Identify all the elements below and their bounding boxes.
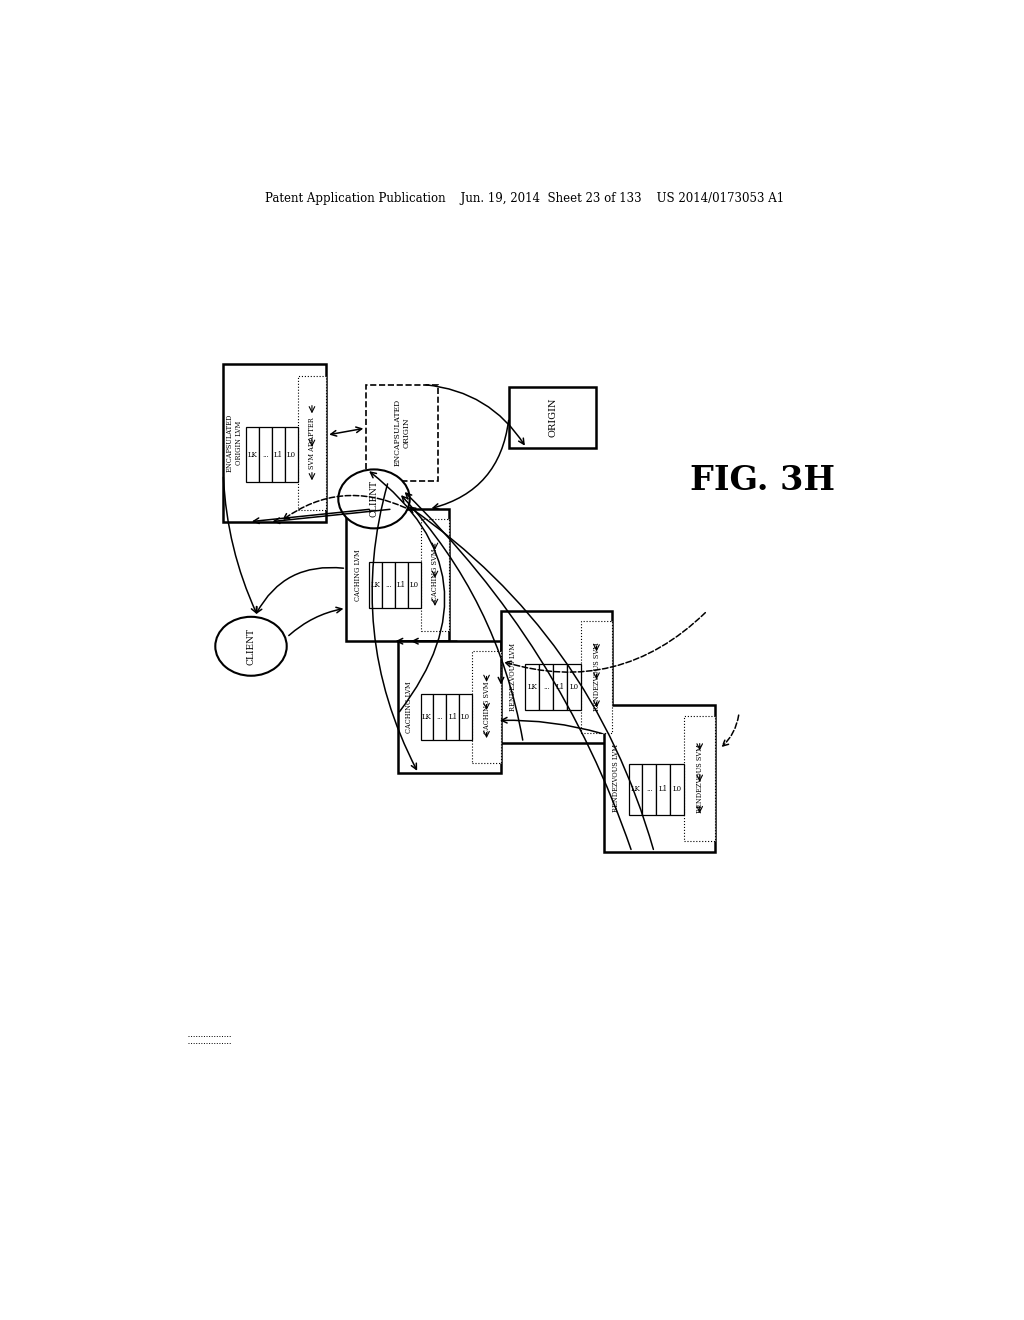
Text: LK: LK xyxy=(631,785,640,793)
Ellipse shape xyxy=(215,616,287,676)
Ellipse shape xyxy=(338,470,410,528)
Bar xyxy=(259,428,271,482)
Text: Patent Application Publication    Jun. 19, 2014  Sheet 23 of 133    US 2014/0173: Patent Application Publication Jun. 19, … xyxy=(265,191,784,205)
Bar xyxy=(408,562,421,609)
Bar xyxy=(684,715,715,841)
Text: ORIGIN: ORIGIN xyxy=(548,397,557,437)
Bar xyxy=(346,510,450,642)
Text: RENDEZVOUS LVM: RENDEZVOUS LVM xyxy=(509,643,517,710)
Text: CLIENT: CLIENT xyxy=(370,480,379,517)
Bar xyxy=(501,611,612,743)
Bar xyxy=(459,694,472,741)
Text: L1: L1 xyxy=(449,713,458,721)
Text: LK: LK xyxy=(248,451,257,459)
Text: LK: LK xyxy=(422,713,432,721)
Text: ENCAPSULATED
ORIGIN: ENCAPSULATED ORIGIN xyxy=(393,399,411,466)
Bar xyxy=(223,364,327,521)
Text: ...: ... xyxy=(436,713,443,721)
Bar xyxy=(421,519,450,631)
Text: RENDEZVOUS SVM: RENDEZVOUS SVM xyxy=(593,643,600,711)
Text: L1: L1 xyxy=(273,451,283,459)
Text: L0: L0 xyxy=(287,451,296,459)
Bar xyxy=(298,376,327,510)
Bar xyxy=(525,664,540,710)
Text: ...: ... xyxy=(385,581,391,589)
Bar xyxy=(367,384,437,480)
Text: ...: ... xyxy=(262,451,268,459)
Text: RENDEZVOUS LVM: RENDEZVOUS LVM xyxy=(612,744,621,812)
Bar xyxy=(369,562,382,609)
Text: ENCAPSULATED
ORIGIN LVM: ENCAPSULATED ORIGIN LVM xyxy=(226,413,243,473)
Text: L1: L1 xyxy=(556,682,564,690)
Text: L0: L0 xyxy=(673,785,682,793)
Text: CACHING SVM: CACHING SVM xyxy=(482,681,490,734)
Text: CACHING SVM: CACHING SVM xyxy=(431,549,439,602)
Text: LK: LK xyxy=(371,581,380,589)
Text: L0: L0 xyxy=(410,581,419,589)
Text: L0: L0 xyxy=(461,713,470,721)
Bar xyxy=(271,428,285,482)
Bar xyxy=(433,694,446,741)
Text: ...: ... xyxy=(543,682,550,690)
Bar xyxy=(671,764,684,816)
Bar xyxy=(540,664,553,710)
Text: ...: ... xyxy=(646,785,653,793)
Bar xyxy=(604,705,716,853)
Bar xyxy=(656,764,671,816)
Bar xyxy=(446,694,459,741)
Text: CACHING LVM: CACHING LVM xyxy=(406,681,413,733)
Text: LK: LK xyxy=(527,682,538,690)
Text: L1: L1 xyxy=(396,581,406,589)
Bar xyxy=(581,620,612,733)
Text: CACHING LVM: CACHING LVM xyxy=(353,549,361,601)
Bar xyxy=(397,642,501,774)
Text: FIG. 3H: FIG. 3H xyxy=(690,465,836,498)
Bar xyxy=(553,664,567,710)
Text: L0: L0 xyxy=(569,682,579,690)
Bar xyxy=(246,428,259,482)
Bar xyxy=(382,562,394,609)
Bar xyxy=(472,651,501,763)
Text: L1: L1 xyxy=(658,785,668,793)
Bar xyxy=(285,428,298,482)
Text: CLIENT: CLIENT xyxy=(247,628,256,665)
Text: SVM ADAPTER: SVM ADAPTER xyxy=(308,417,316,469)
Bar xyxy=(509,387,596,447)
Bar xyxy=(421,694,433,741)
Bar xyxy=(642,764,656,816)
Bar xyxy=(567,664,581,710)
Bar xyxy=(629,764,642,816)
Text: RENDEZVOUS SVM: RENDEZVOUS SVM xyxy=(695,744,703,813)
Bar xyxy=(394,562,408,609)
